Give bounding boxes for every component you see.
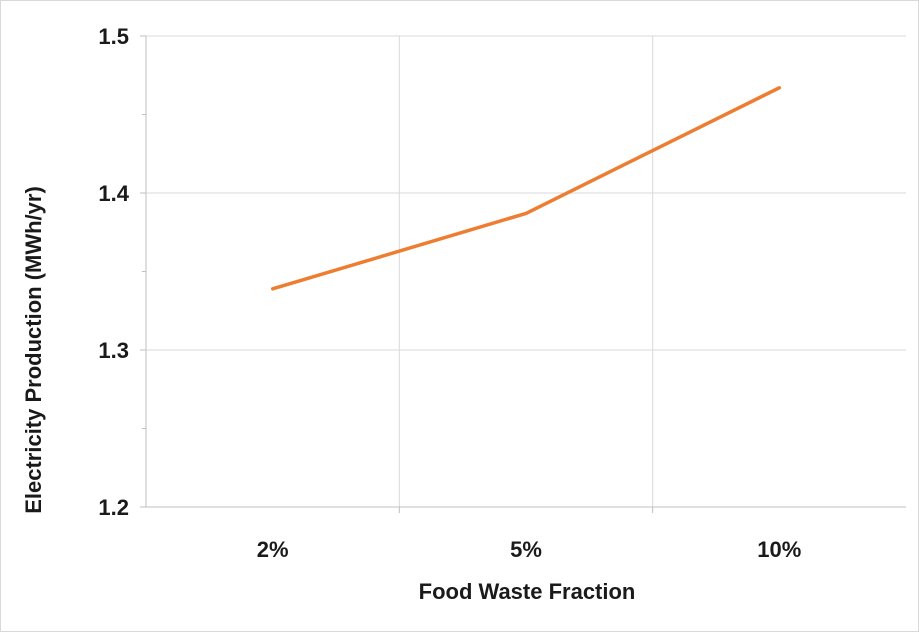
x-tick-label: 5%: [510, 537, 542, 562]
grid-layer: [146, 35, 906, 507]
x-tick-label: 2%: [257, 537, 289, 562]
series-line: [270, 86, 782, 291]
x-axis-title: Food Waste Fraction: [419, 579, 636, 604]
label-layer: 1.2 1.3 1.4 1.5 2% 5% 10%: [98, 24, 801, 562]
y-tick-label: 1.2: [98, 495, 129, 520]
y-tick-label: 1.4: [98, 181, 129, 206]
series-layer: [270, 86, 782, 291]
y-tick-label: 1.5: [98, 24, 129, 49]
y-tick-label: 1.3: [98, 338, 129, 363]
axis-layer: [140, 35, 906, 513]
x-tick-label: 10%: [757, 537, 801, 562]
y-axis-title: Electricity Production (MWh/yr): [21, 186, 46, 514]
